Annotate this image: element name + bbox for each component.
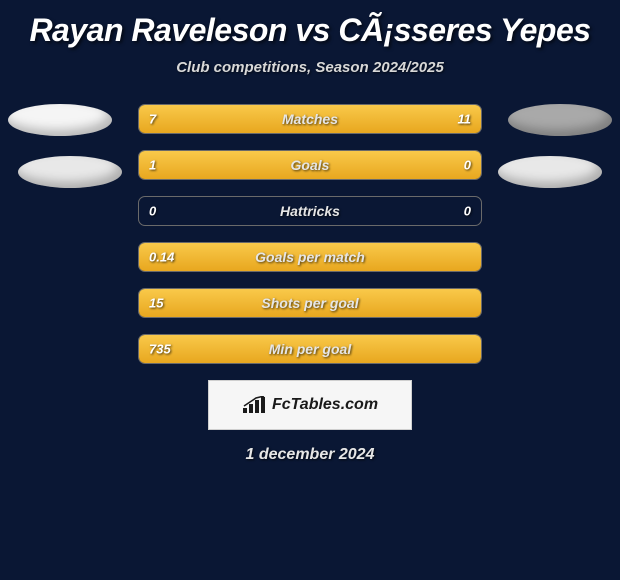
comparison-panel: Matches711 Goals10 Hattricks0 0 Goals per ma… xyxy=(0,104,620,464)
logo-box: FcTables.com xyxy=(208,380,412,430)
stat-fill-left xyxy=(139,243,481,271)
stat-bars: Matches711 Goals10 Hattricks0 0 Goals per ma… xyxy=(138,104,482,364)
page-title: Rayan Raveleson vs CÃ¡sseres Yepes xyxy=(0,0,620,49)
stat-label: Hattricks xyxy=(139,203,481,219)
stat-row: Shots per goal15 xyxy=(138,288,482,318)
stat-fill-left xyxy=(139,151,399,179)
stat-value-left: 0 xyxy=(149,204,156,219)
stat-value-right: 0 xyxy=(464,204,471,219)
player2-ellipse-bottom xyxy=(498,156,602,188)
player1-ellipse-bottom xyxy=(18,156,122,188)
stat-fill-left xyxy=(139,289,481,317)
subtitle: Club competitions, Season 2024/2025 xyxy=(0,59,620,76)
logo-text: FcTables.com xyxy=(272,396,378,414)
stat-row: Matches711 xyxy=(138,104,482,134)
stat-row: Goals10 xyxy=(138,150,482,180)
player2-ellipse-top xyxy=(508,104,612,136)
fctables-logo-icon xyxy=(242,396,266,414)
stat-row: Hattricks0 0 xyxy=(138,196,482,226)
stat-fill-right xyxy=(269,105,481,133)
stat-row: Goals per match0.14 xyxy=(138,242,482,272)
player1-ellipse-top xyxy=(8,104,112,136)
stat-fill-right xyxy=(399,151,481,179)
stat-fill-left xyxy=(139,335,481,363)
date-label: 1 december 2024 xyxy=(0,446,620,464)
stat-row: Min per goal735 xyxy=(138,334,482,364)
stat-fill-left xyxy=(139,105,269,133)
